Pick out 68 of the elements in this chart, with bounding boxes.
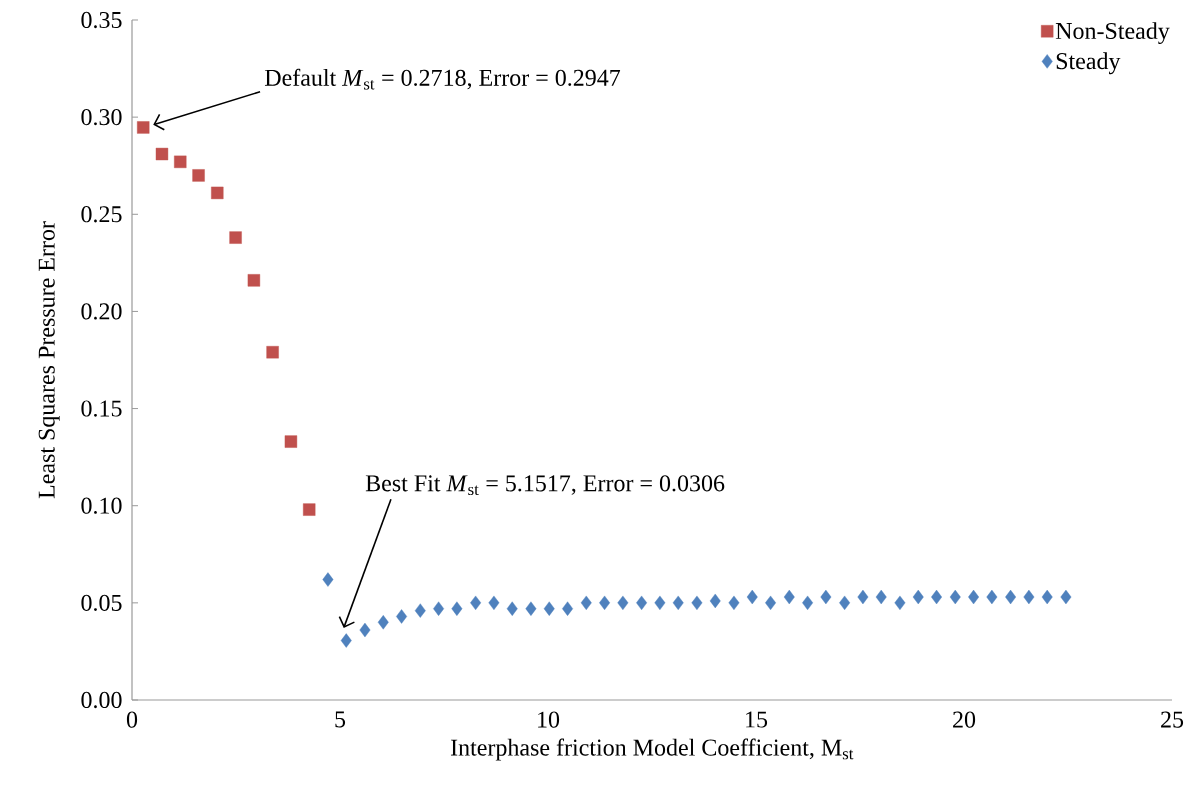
point <box>229 231 242 244</box>
y-tick-label: 0.15 <box>81 400 122 417</box>
x-tick-label: 20 <box>953 711 976 728</box>
point <box>322 572 334 587</box>
point <box>340 633 352 648</box>
point <box>783 589 795 605</box>
point <box>912 589 924 605</box>
point <box>377 615 389 630</box>
point <box>525 601 537 616</box>
point <box>562 601 573 616</box>
point <box>192 169 205 182</box>
point <box>433 601 445 616</box>
point <box>1041 589 1053 605</box>
point <box>672 595 684 611</box>
point <box>303 503 316 516</box>
x-axis-title: Interphase friction Model Coefficient, M$_{st}$ <box>450 738 854 761</box>
legend-label: Steady <box>1056 52 1121 75</box>
x-tick-label: 10 <box>538 711 560 728</box>
point <box>728 595 740 611</box>
point <box>266 346 279 359</box>
x-tick-label: 0 <box>126 711 138 728</box>
point <box>155 147 169 161</box>
y-tick-label: 0.25 <box>81 206 122 223</box>
point <box>599 595 611 611</box>
point <box>617 595 629 611</box>
y-tick-label: 0.05 <box>81 594 122 612</box>
point <box>137 121 150 134</box>
point <box>1005 589 1017 605</box>
point <box>654 595 666 611</box>
x-tick-label: 15 <box>746 711 768 728</box>
y-tick-label: 0.35 <box>81 11 122 29</box>
point <box>875 589 887 605</box>
point <box>247 274 261 287</box>
point <box>580 595 592 611</box>
point <box>857 589 869 605</box>
y-tick-label: 0.00 <box>81 691 122 709</box>
y-tick-label: 0.30 <box>81 108 122 126</box>
point <box>488 595 500 611</box>
point <box>691 595 703 611</box>
legend-label: Non-Steady <box>1055 22 1170 45</box>
point <box>451 601 463 616</box>
point <box>746 589 758 605</box>
point <box>839 595 851 611</box>
point <box>986 589 998 605</box>
point <box>211 186 224 200</box>
point <box>802 595 814 611</box>
y-tick-label: 0.20 <box>81 303 122 320</box>
point <box>470 595 482 611</box>
point <box>414 603 426 618</box>
point <box>284 435 298 448</box>
point <box>506 601 518 616</box>
y-tick-label: 0.10 <box>81 497 122 514</box>
y-axis-title: Least Squares Pressure Error <box>38 221 60 499</box>
point <box>1060 589 1072 605</box>
x-tick-label: 25 <box>1161 711 1184 728</box>
point <box>1023 589 1035 605</box>
point <box>359 622 371 638</box>
point <box>709 593 721 609</box>
annotation: Default M$_{st}$ = 0.2718, Error = 0.2947 <box>264 68 621 90</box>
point <box>820 589 832 605</box>
point <box>174 155 187 168</box>
point <box>894 595 906 611</box>
point <box>949 589 961 605</box>
annotation: Best Fit M$_{st}$ = 5.1517, Error = 0.0306 <box>365 475 725 496</box>
point <box>396 609 407 624</box>
x-tick-label: 5 <box>335 711 346 728</box>
point <box>636 595 648 611</box>
point <box>543 601 555 616</box>
